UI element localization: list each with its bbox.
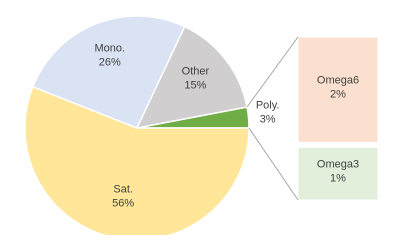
breakout-bar: [297, 36, 379, 143]
connector-line: [248, 127, 299, 201]
slice-label-name: Other: [182, 66, 210, 78]
slice-label: Mono. 26%: [94, 42, 125, 68]
chart: Poly. 3%Sat. 56%Mono. 26%Other 15% Omega6 2%Om…: [24, 15, 379, 235]
slice-label-value: 26%: [99, 56, 121, 68]
breakout-label-name: Omega3: [317, 159, 359, 171]
slice-label: Poly. 3%: [256, 99, 280, 125]
breakout-label-value: 1%: [330, 173, 346, 185]
slice-label: Sat. 56%: [112, 184, 134, 210]
breakout-bar: [297, 146, 379, 201]
breakout-label: Omega3 1%: [317, 159, 359, 185]
pie-slice: [135, 25, 248, 130]
pie-slice: [24, 85, 250, 235]
slice-label-name: Mono.: [94, 42, 125, 54]
slice-label-name: Sat.: [113, 184, 133, 196]
breakout-label-value: 2%: [330, 89, 346, 101]
breakout-label: Omega6 2%: [317, 75, 359, 101]
slice-label: Other 15%: [182, 66, 210, 92]
slice-label-value: 15%: [184, 80, 206, 92]
slice-label-value: 3%: [260, 113, 276, 125]
slice-label-value: 56%: [112, 198, 134, 210]
breakout-label-name: Omega6: [317, 75, 359, 87]
pie-slice: [31, 15, 186, 129]
connector-line: [246, 36, 299, 108]
slice-label-name: Poly.: [256, 99, 280, 111]
